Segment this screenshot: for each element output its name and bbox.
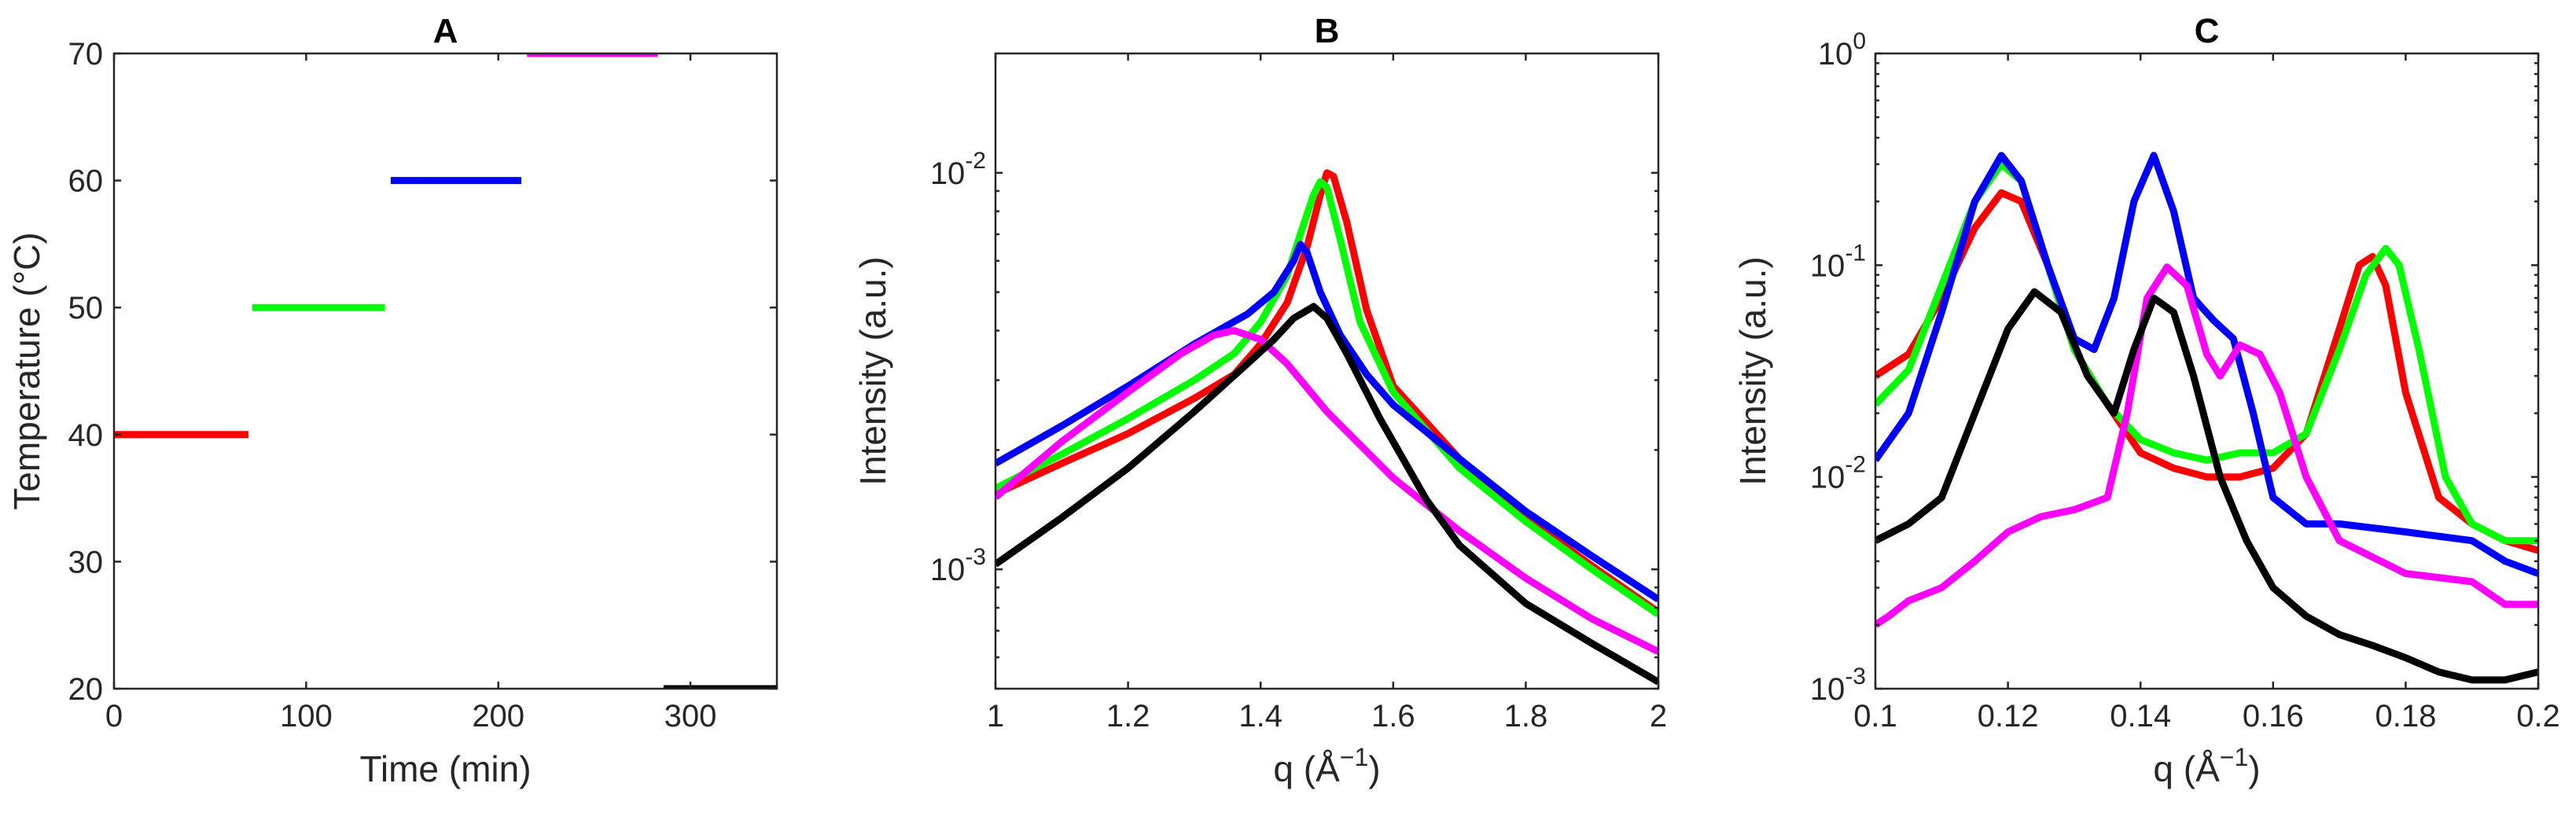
series-b-magenta [995,327,1658,655]
series-c-magenta [1875,263,2538,628]
y-tick-label-c: 10-1 [1810,240,1866,283]
axes-frame-c [1874,52,2540,690]
y-axis-label-b: Intensity (a.u.) [852,256,893,485]
y-tick-label-a: 70 [68,37,104,72]
x-axis-label-c: q (Å−1) [2153,743,2260,789]
plot-area-c [1875,152,2538,684]
x-tick-label-b: 1.6 [1371,699,1415,734]
y-tick-label-a: 60 [68,164,104,199]
series-c-black [1875,288,2538,684]
x-tick-label-b: 2 [1650,699,1667,734]
plot-area-b [995,169,1658,686]
y-axis-label-c: Intensity (a.u.) [1732,256,1773,485]
x-tick-label-a: 100 [280,699,333,734]
axes-frame-b [994,52,1660,690]
panel-title-b: B [1315,12,1340,50]
axes-frame-a [112,52,778,690]
x-tick-label-c: 0.16 [2243,699,2304,734]
y-tick-label-b: 10-2 [930,148,986,191]
x-tick-label-c: 0.2 [2516,699,2560,734]
series-c-blue [1875,152,2538,577]
x-tick-label-c: 0.18 [2375,699,2436,734]
x-tick-label-b: 1.4 [1238,699,1282,734]
x-tick-label-a: 300 [664,699,717,734]
y-tick-label-c: 100 [1818,28,1866,72]
panel-a: 0 100 200 300 20 30 40 50 60 70 A Time (min) Tempera… [6,12,778,789]
x-tick-label-b: 1.2 [1106,699,1150,734]
panel-title-a: A [433,12,458,50]
x-tick-label-a: 200 [472,699,524,734]
y-tick-label-c: 10-3 [1810,664,1866,707]
series-b-green [995,178,1658,618]
x-tick-label-b: 1 [987,699,1004,734]
x-tick-label-c: 0.1 [1853,699,1897,734]
series-c-green [1875,160,2538,545]
series-c-red [1875,189,2538,554]
x-tick-label-c: 0.12 [1978,699,2039,734]
y-tick-label-a: 30 [68,545,104,579]
series-b-black [995,303,1658,686]
x-axis-label-b: q (Å−1) [1273,743,1380,789]
y-tick-label-a: 50 [68,291,104,325]
x-tick-label-b: 1.8 [1504,699,1548,734]
y-tick-label-a: 40 [68,418,104,453]
x-tick-label-c: 0.14 [2110,699,2171,734]
y-tick-label-c: 10-2 [1810,452,1866,495]
x-tick-label-a: 0 [105,699,123,734]
y-tick-label-b: 10-3 [930,544,986,587]
x-axis-label-a: Time (min) [359,748,531,789]
panel-b: 1 1.2 1.4 1.6 1.8 2 10-3 10-2 Bq (Å−1) Intensity … [852,12,1667,789]
y-axis-label-a: Temperature (°C) [6,232,47,509]
panel-title-c: C [2195,12,2220,50]
panel-c: 0.1 0.12 0.14 0.16 0.18 0.2 10-3 10-2 10-1 100 Cq … [1732,12,2560,789]
plot-area-a [114,53,777,689]
y-tick-label-a: 20 [68,672,104,707]
